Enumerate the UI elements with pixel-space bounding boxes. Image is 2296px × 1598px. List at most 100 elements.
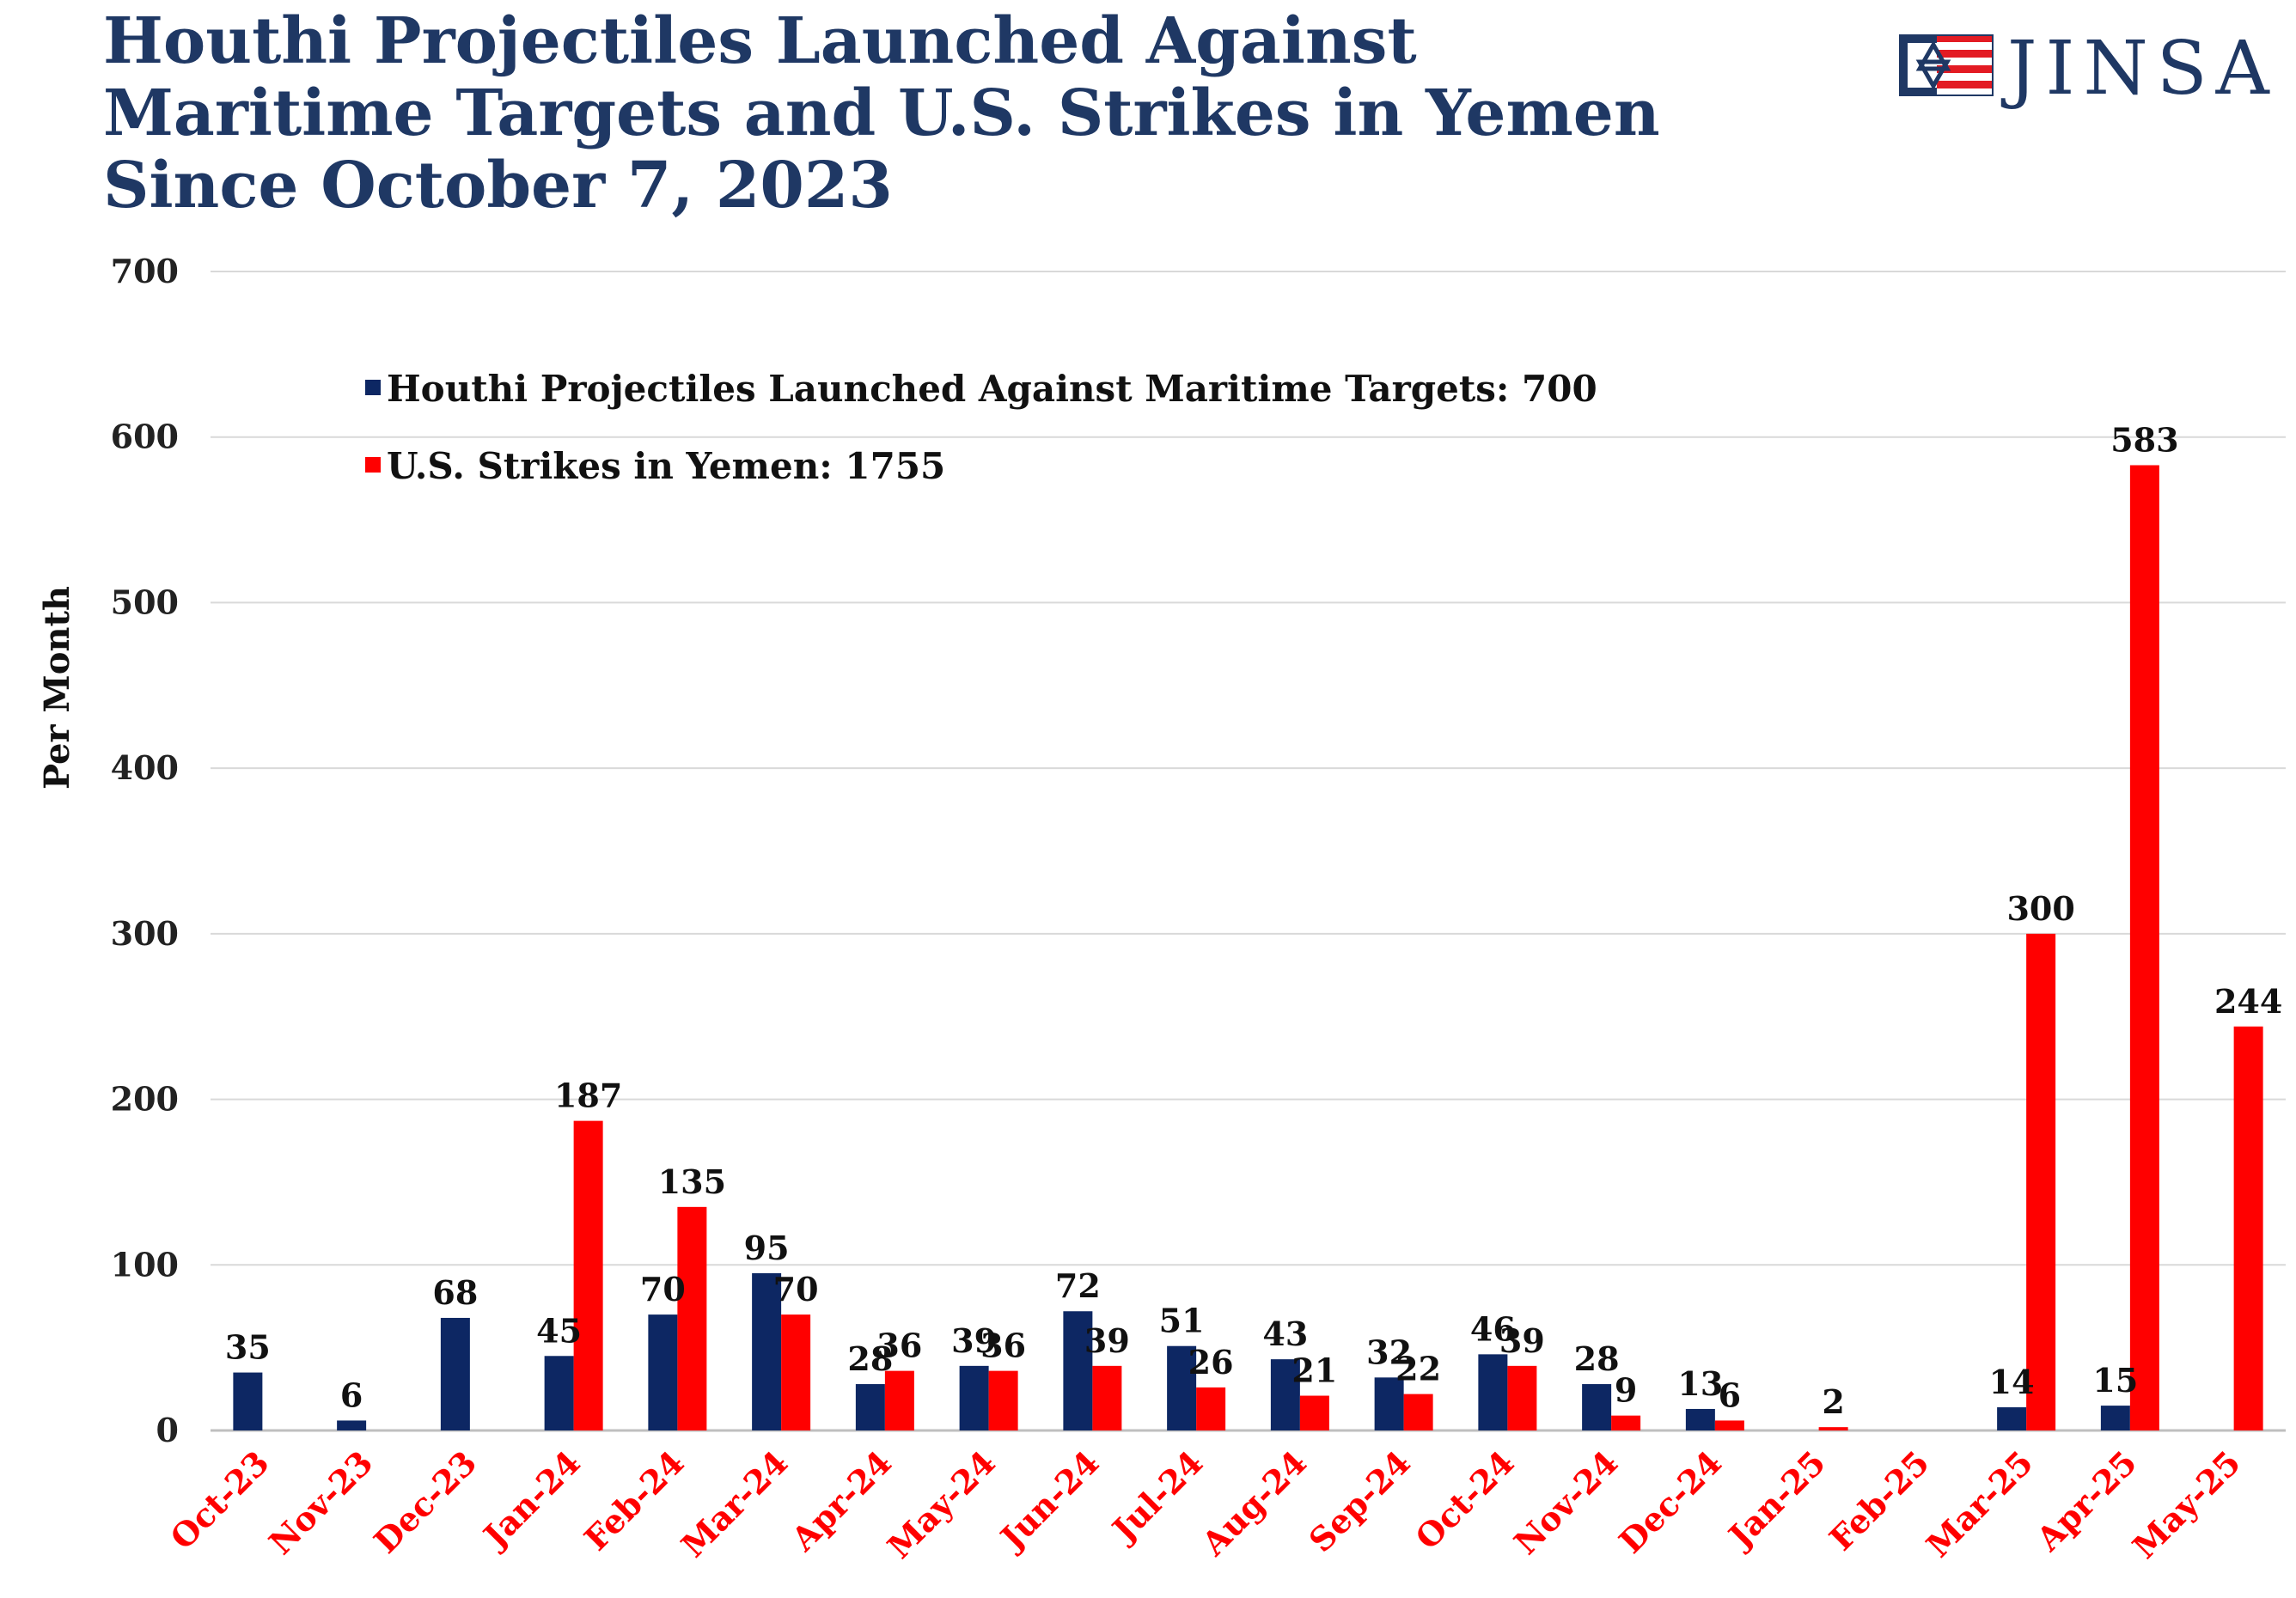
data-label: 95 <box>744 1229 790 1267</box>
bar-houthi <box>1374 1377 1404 1430</box>
data-label: 14 <box>1989 1363 2035 1401</box>
x-tick-label: May-25 <box>2125 1443 2248 1566</box>
bar-us-strikes <box>884 1370 914 1430</box>
bar-houthi <box>1685 1408 1715 1430</box>
bar-us-strikes <box>1818 1427 1848 1430</box>
data-label: 583 <box>2110 420 2178 459</box>
data-label: 9 <box>1615 1371 1637 1410</box>
data-label: 6 <box>1719 1375 1741 1414</box>
bar-houthi <box>1167 1345 1197 1430</box>
data-label: 39 <box>1499 1321 1545 1360</box>
bar-houthi <box>337 1420 367 1430</box>
data-label: 70 <box>773 1270 819 1308</box>
gridlines <box>211 271 2286 1432</box>
data-label: 39 <box>1084 1321 1130 1360</box>
bar-us-strikes <box>2129 465 2159 1430</box>
bar-houthi <box>1582 1384 1612 1430</box>
data-label: 300 <box>2006 889 2074 928</box>
bar-houthi <box>959 1365 989 1430</box>
data-label: 36 <box>980 1327 1026 1365</box>
legend-label-us-strikes: U.S. Strikes in Yemen: 1755 <box>387 445 945 487</box>
bar-houthi <box>233 1372 263 1430</box>
bar-us-strikes <box>1403 1394 1433 1430</box>
x-tick-label: Jan-24 <box>474 1443 588 1557</box>
bar-us-strikes <box>1092 1365 1122 1430</box>
bar-houthi <box>544 1356 574 1430</box>
x-tick-label: Feb-24 <box>577 1443 692 1558</box>
legend-swatch-us-strikes <box>365 457 381 473</box>
data-label: 26 <box>1188 1343 1234 1381</box>
x-tick-label: Dec-23 <box>366 1443 484 1561</box>
data-label: 28 <box>847 1339 893 1378</box>
bar-us-strikes <box>1196 1387 1226 1430</box>
bars <box>233 465 2263 1430</box>
bar-us-strikes <box>2233 1026 2263 1430</box>
data-label: 68 <box>432 1273 478 1312</box>
flag-star-icon <box>1899 34 1994 96</box>
y-tick-label: 500 <box>111 582 179 621</box>
jinsa-logo: JINSA <box>1899 26 2269 112</box>
data-label: 51 <box>1159 1302 1205 1340</box>
chart-title: Houthi Projectiles Launched Against Mari… <box>103 5 1736 222</box>
data-label: 2 <box>1822 1382 1844 1421</box>
bar-us-strikes <box>1714 1420 1744 1430</box>
y-tick-label: 400 <box>111 748 179 787</box>
x-tick-label: Mar-24 <box>674 1443 796 1565</box>
y-axis-label: Per Month <box>37 586 77 790</box>
legend: Houthi Projectiles Launched Against Mari… <box>365 368 1597 487</box>
data-label: 39 <box>951 1321 997 1360</box>
y-tick-label: 0 <box>156 1411 179 1449</box>
x-tick-label: Oct-24 <box>1408 1443 1522 1558</box>
data-label: 187 <box>554 1077 622 1115</box>
x-tick-label: Jul-24 <box>1103 1443 1211 1551</box>
x-tick-label: Feb-25 <box>1822 1443 1937 1558</box>
y-tick-label: 200 <box>111 1080 179 1119</box>
data-label: 22 <box>1395 1350 1441 1388</box>
data-label: 36 <box>876 1327 922 1365</box>
logo-wordmark: JINSA <box>2007 26 2278 112</box>
x-tick-label: Nov-23 <box>261 1443 380 1562</box>
bar-houthi <box>1270 1359 1300 1430</box>
chart-title-line-3: Since October 7, 2023 <box>103 149 893 223</box>
data-label: 13 <box>1677 1364 1723 1403</box>
bar-houthi <box>440 1317 470 1430</box>
bar-houthi <box>1997 1407 2027 1430</box>
x-tick-label: Oct-23 <box>162 1443 277 1558</box>
bar-us-strikes <box>677 1206 707 1430</box>
x-tick-label: Sep-24 <box>1301 1443 1418 1560</box>
x-tick-label: Aug-24 <box>1194 1443 1314 1564</box>
y-tick-label: 300 <box>111 914 179 953</box>
data-label: 6 <box>340 1375 363 1414</box>
bar-us-strikes <box>573 1120 603 1430</box>
data-label: 28 <box>1574 1339 1620 1378</box>
y-tick-label: 600 <box>111 418 179 456</box>
data-label: 135 <box>658 1162 726 1201</box>
x-tick-label: Dec-24 <box>1611 1443 1729 1561</box>
x-tick-label: Jun-24 <box>991 1443 1106 1558</box>
x-tick-label: Nov-24 <box>1506 1443 1625 1562</box>
y-tick-label: 700 <box>111 252 179 290</box>
bar-us-strikes <box>1299 1395 1329 1430</box>
bar-us-strikes <box>1507 1365 1537 1430</box>
y-tick-label: 100 <box>111 1245 179 1284</box>
bar-houthi <box>1478 1354 1508 1430</box>
chart-title-line-2: Maritime Targets and U.S. Strikes in Yem… <box>103 76 1660 150</box>
data-label: 35 <box>225 1328 271 1367</box>
data-label: 72 <box>1055 1266 1101 1305</box>
data-label: 32 <box>1366 1333 1412 1371</box>
data-label: 15 <box>2092 1361 2138 1400</box>
bar-houthi <box>648 1314 678 1430</box>
x-axis-ticks: Oct-23Nov-23Dec-23Jan-24Feb-24Mar-24Apr-… <box>162 1443 2248 1566</box>
bar-us-strikes <box>781 1314 811 1430</box>
chart-title-line-1: Houthi Projectiles Launched Against <box>103 4 1417 78</box>
x-tick-label: Jan-25 <box>1719 1443 1833 1557</box>
legend-label-houthi: Houthi Projectiles Launched Against Mari… <box>387 368 1597 410</box>
data-label: 70 <box>640 1270 686 1308</box>
bar-houthi <box>752 1272 782 1430</box>
y-axis-ticks: 0 100 200 300 400 500 600 700 <box>111 252 179 1449</box>
legend-swatch-houthi <box>365 380 381 395</box>
bar-us-strikes <box>1611 1415 1641 1430</box>
data-label: 21 <box>1292 1351 1337 1390</box>
